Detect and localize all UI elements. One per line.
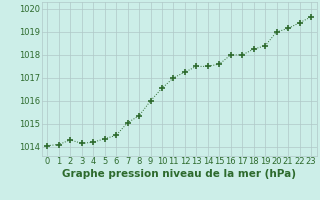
- X-axis label: Graphe pression niveau de la mer (hPa): Graphe pression niveau de la mer (hPa): [62, 169, 296, 179]
